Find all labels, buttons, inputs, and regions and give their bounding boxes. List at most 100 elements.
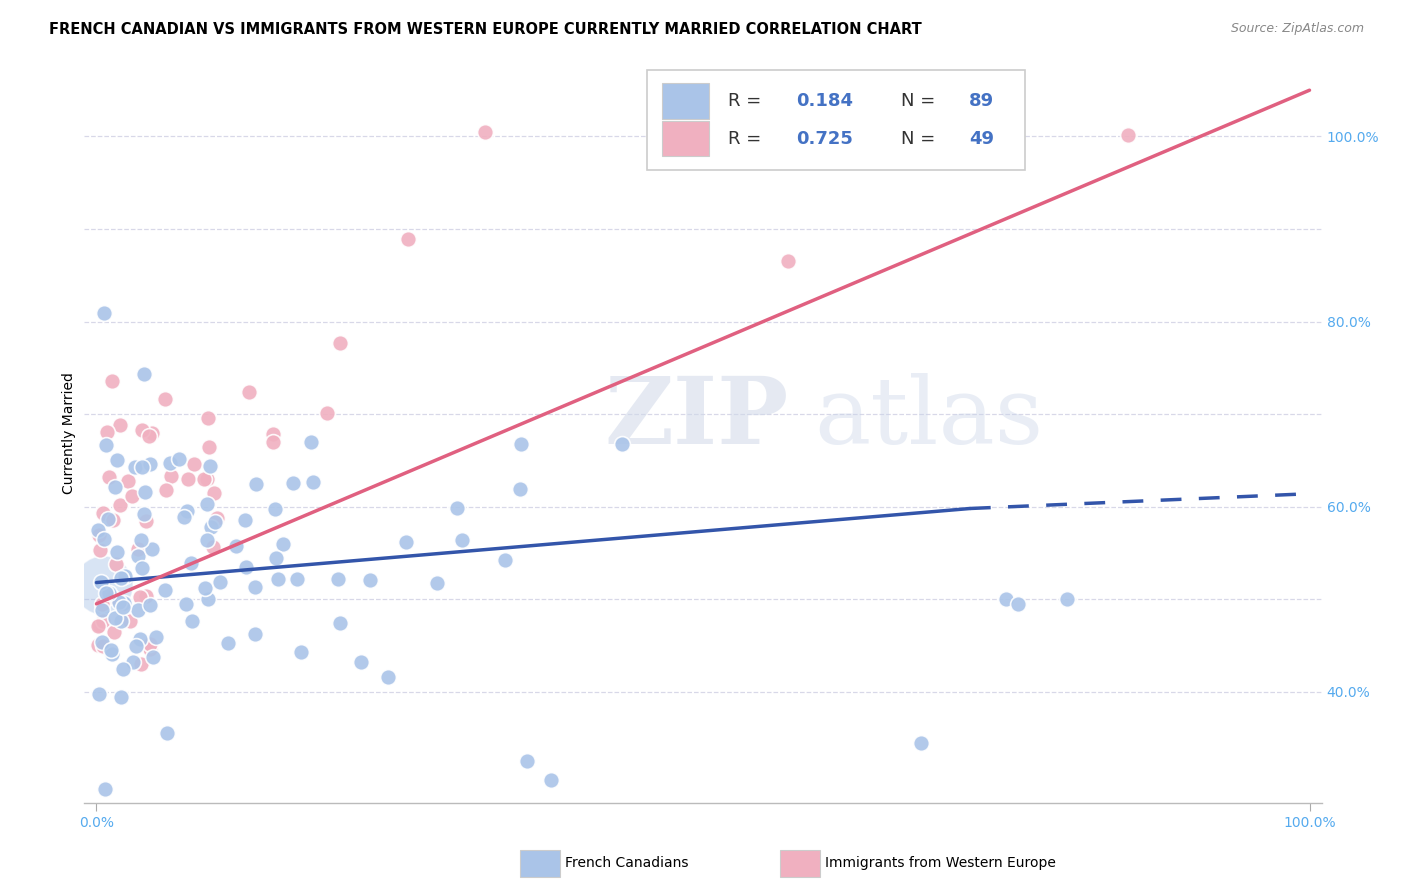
Point xyxy=(134,507,156,521)
Point xyxy=(169,452,191,467)
Bar xyxy=(662,83,709,119)
Point xyxy=(1056,592,1078,607)
Point xyxy=(124,459,146,474)
Point xyxy=(446,500,468,515)
Point xyxy=(91,635,114,649)
Point xyxy=(86,619,108,633)
Point xyxy=(135,589,157,603)
Point xyxy=(134,485,156,500)
Point xyxy=(612,437,634,451)
Point xyxy=(86,638,108,652)
Point xyxy=(134,367,156,381)
Point xyxy=(197,591,219,606)
Point xyxy=(121,489,143,503)
Text: 49: 49 xyxy=(969,129,994,148)
Point xyxy=(350,655,373,669)
Text: R =: R = xyxy=(728,129,766,148)
Text: 89: 89 xyxy=(969,92,994,110)
Point xyxy=(426,576,449,591)
Text: 0.184: 0.184 xyxy=(796,92,853,110)
Point xyxy=(93,306,115,320)
Point xyxy=(299,435,322,450)
Point xyxy=(138,429,160,443)
Text: atlas: atlas xyxy=(814,373,1043,463)
Point xyxy=(202,486,225,500)
Point xyxy=(89,543,111,558)
Point xyxy=(104,480,127,494)
Point xyxy=(204,515,226,529)
Point xyxy=(129,657,152,671)
Point xyxy=(510,437,533,451)
Point xyxy=(238,384,260,399)
Text: Source: ZipAtlas.com: Source: ZipAtlas.com xyxy=(1230,22,1364,36)
Point xyxy=(91,578,114,592)
Point xyxy=(302,475,325,489)
Point xyxy=(103,625,125,640)
Point xyxy=(200,520,222,534)
Point xyxy=(217,636,239,650)
Point xyxy=(139,457,162,471)
Point xyxy=(120,614,142,628)
Point xyxy=(145,631,167,645)
Point xyxy=(135,514,157,528)
Point xyxy=(141,542,163,557)
Point xyxy=(197,411,219,425)
Point xyxy=(105,453,128,467)
Point xyxy=(198,441,221,455)
Point xyxy=(111,662,134,676)
Point xyxy=(127,549,149,563)
Point xyxy=(329,336,352,351)
Point xyxy=(129,632,152,646)
Point xyxy=(181,615,204,629)
Point xyxy=(359,573,381,587)
Point xyxy=(108,418,131,433)
Point xyxy=(153,392,176,406)
Point xyxy=(101,375,124,389)
Point xyxy=(96,425,118,439)
Point xyxy=(127,603,149,617)
Point xyxy=(139,641,162,656)
Point xyxy=(101,648,124,662)
Point xyxy=(87,618,110,632)
Point xyxy=(156,726,179,740)
Point xyxy=(329,616,352,631)
Text: French Canadians: French Canadians xyxy=(565,856,689,871)
Point xyxy=(117,475,139,489)
Point xyxy=(201,540,224,554)
Point xyxy=(91,603,114,617)
Point xyxy=(160,468,183,483)
Point xyxy=(93,532,115,546)
Point xyxy=(266,572,288,586)
Point xyxy=(97,512,120,526)
Point xyxy=(90,575,112,590)
Point xyxy=(142,649,165,664)
Point xyxy=(97,586,120,600)
Point xyxy=(91,614,114,628)
Point xyxy=(101,590,124,604)
Point xyxy=(290,645,312,659)
Point xyxy=(94,438,117,452)
Text: N =: N = xyxy=(901,92,941,110)
Point xyxy=(125,640,148,654)
Point xyxy=(139,599,162,613)
Point xyxy=(139,637,162,651)
Point xyxy=(271,536,294,550)
Point xyxy=(128,590,150,604)
Point xyxy=(264,502,287,516)
Point xyxy=(776,254,799,268)
Point xyxy=(131,460,153,475)
Point xyxy=(326,572,349,586)
Point xyxy=(131,423,153,437)
Point xyxy=(225,540,247,554)
Point xyxy=(243,580,266,594)
Point xyxy=(176,504,198,518)
Point xyxy=(110,571,132,585)
Point xyxy=(315,406,337,420)
Point xyxy=(89,528,111,542)
Text: R =: R = xyxy=(728,92,766,110)
Point xyxy=(131,560,153,574)
Point xyxy=(195,497,218,511)
Point xyxy=(474,125,496,139)
Text: 0.725: 0.725 xyxy=(796,129,852,148)
Text: N =: N = xyxy=(901,129,941,148)
